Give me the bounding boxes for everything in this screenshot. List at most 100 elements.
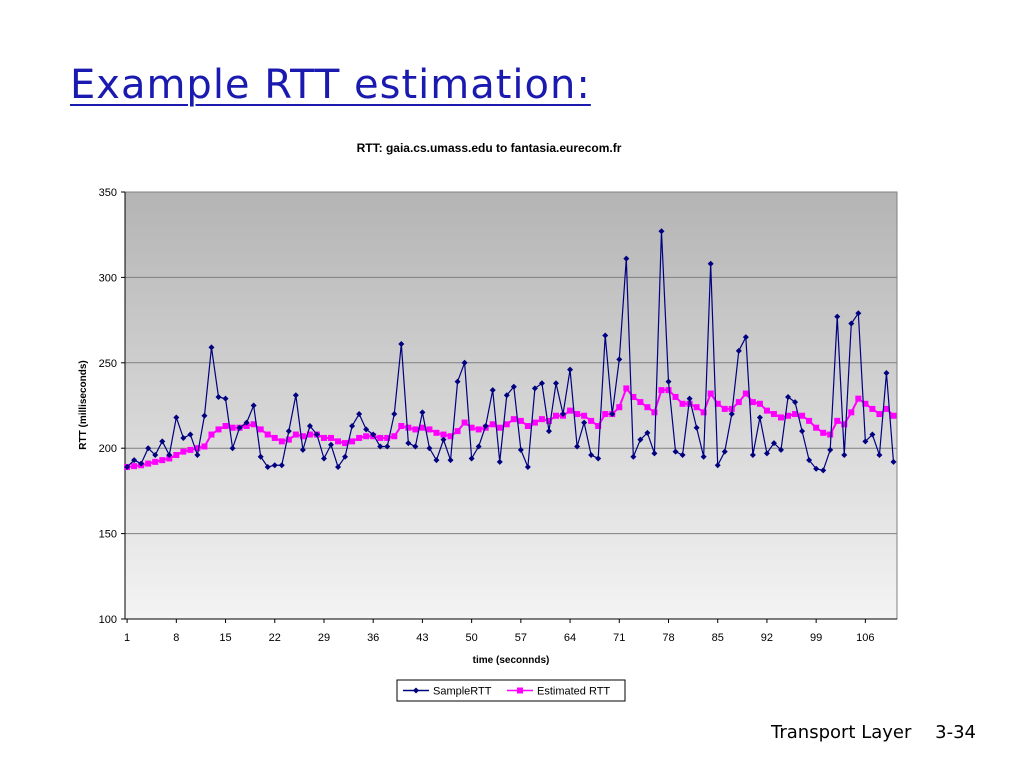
data-point-estimated-rtt — [440, 431, 447, 438]
data-point-estimated-rtt — [574, 411, 581, 418]
data-point-sample-rtt — [651, 450, 658, 457]
data-point-sample-rtt — [834, 313, 841, 320]
data-point-estimated-rtt — [714, 400, 721, 407]
data-point-estimated-rtt — [384, 434, 391, 441]
data-point-sample-rtt — [890, 458, 897, 465]
data-point-estimated-rtt — [496, 424, 503, 431]
data-point-sample-rtt — [742, 334, 749, 341]
data-point-estimated-rtt — [693, 404, 700, 411]
data-point-estimated-rtt — [651, 409, 658, 416]
data-point-estimated-rtt — [152, 458, 159, 465]
data-point-estimated-rtt — [658, 387, 665, 394]
data-point-estimated-rtt — [412, 426, 419, 433]
data-point-estimated-rtt — [770, 411, 777, 418]
x-tick-label: 92 — [761, 632, 773, 644]
data-point-estimated-rtt — [264, 431, 271, 438]
y-tick-label: 200 — [99, 443, 117, 455]
data-point-sample-rtt — [257, 453, 264, 460]
footer-label: Transport Layer — [771, 722, 912, 743]
x-tick-label: 85 — [712, 632, 724, 644]
x-tick-label: 8 — [173, 632, 179, 644]
data-point-estimated-rtt — [630, 393, 637, 400]
data-point-estimated-rtt — [131, 463, 138, 470]
data-point-sample-rtt — [827, 446, 834, 453]
data-point-estimated-rtt — [222, 422, 229, 429]
data-point-sample-rtt — [616, 356, 623, 363]
data-point-sample-rtt — [503, 392, 510, 399]
data-point-sample-rtt — [545, 428, 552, 435]
data-point-sample-rtt — [735, 347, 742, 354]
data-point-estimated-rtt — [454, 428, 461, 435]
data-point-estimated-rtt — [503, 421, 510, 428]
data-point-estimated-rtt — [243, 422, 250, 429]
data-point-sample-rtt — [496, 458, 503, 465]
y-tick-label: 100 — [99, 614, 117, 626]
data-point-estimated-rtt — [433, 429, 440, 436]
x-tick-label: 29 — [318, 632, 330, 644]
data-point-estimated-rtt — [194, 445, 201, 452]
data-point-sample-rtt — [356, 411, 363, 418]
data-point-sample-rtt — [475, 443, 482, 450]
data-point-estimated-rtt — [799, 412, 806, 419]
data-point-sample-rtt — [820, 467, 827, 474]
data-point-estimated-rtt — [306, 431, 313, 438]
data-point-estimated-rtt — [588, 417, 595, 424]
data-point-sample-rtt — [658, 228, 665, 235]
data-point-sample-rtt — [693, 424, 700, 431]
series-line-sample-rtt — [126, 231, 895, 472]
data-point-sample-rtt — [166, 452, 173, 459]
data-point-sample-rtt — [785, 393, 792, 400]
data-point-estimated-rtt — [637, 399, 644, 406]
data-point-sample-rtt — [862, 438, 869, 445]
data-point-sample-rtt — [145, 445, 152, 452]
data-point-estimated-rtt — [679, 400, 686, 407]
data-point-sample-rtt — [679, 452, 686, 459]
data-point-sample-rtt — [250, 402, 257, 409]
data-point-sample-rtt — [792, 399, 799, 406]
data-point-sample-rtt — [869, 431, 876, 438]
data-point-estimated-rtt — [742, 390, 749, 397]
data-point-estimated-rtt — [602, 411, 609, 418]
legend-marker-sample-rtt — [413, 687, 419, 694]
data-point-estimated-rtt — [862, 400, 869, 407]
data-point-sample-rtt — [335, 463, 342, 470]
data-point-estimated-rtt — [848, 409, 855, 416]
data-point-estimated-rtt — [229, 424, 236, 431]
y-tick-label: 150 — [99, 529, 117, 541]
data-point-estimated-rtt — [524, 422, 531, 429]
data-point-sample-rtt — [700, 453, 707, 460]
data-point-estimated-rtt — [335, 438, 342, 445]
data-point-sample-rtt — [770, 440, 777, 447]
data-point-estimated-rtt — [510, 416, 517, 423]
data-point-sample-rtt — [454, 378, 461, 385]
data-point-sample-rtt — [876, 452, 883, 459]
data-point-sample-rtt — [461, 359, 468, 366]
data-point-sample-rtt — [581, 419, 588, 426]
x-tick-label: 99 — [810, 632, 822, 644]
data-point-estimated-rtt — [567, 407, 574, 414]
data-point-estimated-rtt — [285, 436, 292, 443]
data-point-estimated-rtt — [328, 434, 335, 441]
data-point-sample-rtt — [552, 380, 559, 387]
data-point-sample-rtt — [292, 392, 299, 399]
data-point-estimated-rtt — [180, 448, 187, 455]
data-point-estimated-rtt — [257, 426, 264, 433]
data-point-estimated-rtt — [173, 452, 180, 459]
data-point-sample-rtt — [398, 341, 405, 348]
y-tick-label: 300 — [99, 272, 117, 284]
data-point-sample-rtt — [320, 455, 327, 462]
legend-label-sample-rtt: SampleRTT — [433, 686, 492, 698]
data-point-sample-rtt — [560, 411, 567, 418]
data-point-estimated-rtt — [623, 385, 630, 392]
data-point-estimated-rtt — [707, 390, 714, 397]
x-tick-label: 1 — [124, 632, 130, 644]
data-point-estimated-rtt — [187, 446, 194, 453]
data-point-sample-rtt — [187, 431, 194, 438]
data-point-estimated-rtt — [159, 457, 166, 464]
data-point-sample-rtt — [306, 422, 313, 429]
data-point-sample-rtt — [440, 436, 447, 443]
data-point-estimated-rtt — [342, 440, 349, 447]
data-point-sample-rtt — [349, 422, 356, 429]
x-tick-label: 43 — [416, 632, 428, 644]
data-point-estimated-rtt — [250, 421, 257, 428]
